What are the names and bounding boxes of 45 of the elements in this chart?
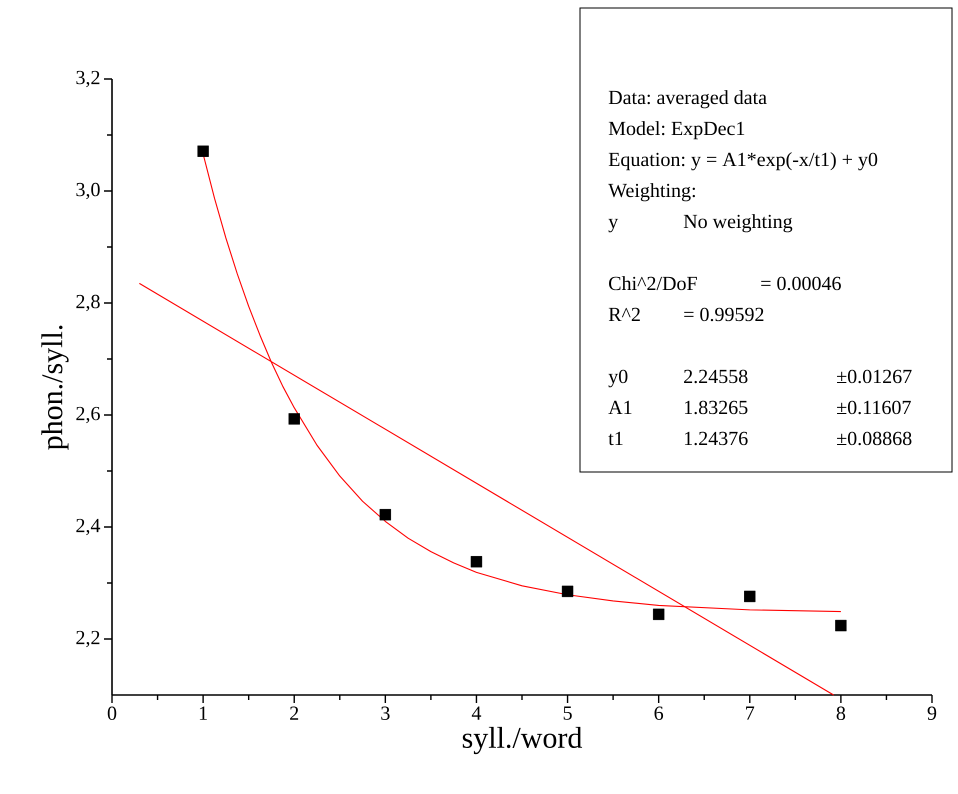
annotation: Model: ExpDec1 [608,121,744,140]
annotation: ±0.11607 [837,400,911,414]
annotation: Equation: y = A1*exp(-x/t1) + y0 [608,152,878,170]
point [835,620,847,632]
annotation: No weighting [684,214,792,232]
y-tick-label: 3,2 [76,70,100,88]
annotation: y [608,218,618,232]
y-axis-title: phon./syll. [41,326,69,450]
annotation: 1.24376 [684,432,748,446]
annotation: A1 [608,400,632,414]
point [744,590,756,602]
annotation: R^2 [608,308,640,321]
annotation: t1 [608,432,623,446]
point [288,413,300,425]
x-tick-label: 9 [928,706,936,720]
annotation: 1.83265 [684,400,748,414]
point [652,608,664,620]
x-tick-label: 7 [746,706,754,720]
y-tick-label: 2,6 [76,406,100,424]
annotation: = 0.99592 [684,308,764,322]
annotation: ±0.01267 [837,370,912,384]
y-tick-label: 3,0 [76,182,100,200]
x-tick-label: 0 [108,706,116,720]
annotation: = 0.00046 [761,276,841,290]
x-tick-label: 1 [200,706,207,720]
x-tick-label: 2 [290,706,298,720]
y-tick-label: 2,8 [76,294,100,312]
annotation: Weighting: [608,183,695,202]
point [470,556,482,568]
x-tick-label: 4 [472,706,482,720]
point [197,146,209,157]
annotation: y0 [608,370,628,388]
point [380,508,392,520]
annotation: Chi^2/DoF [609,276,697,290]
annotation: 2.24558 [684,370,748,384]
annotation: ±0.08868 [837,432,912,446]
x-axis-title: syll./word [462,726,582,754]
x-tick-label: 5 [564,706,572,720]
annotation: Data: averaged data [608,90,767,108]
x-tick-label: 8 [836,706,846,720]
y-tick-label: 2,4 [76,518,100,536]
x-tick-label: 3 [381,706,390,720]
y-tick-label: 2,2 [76,630,100,648]
point [562,586,574,598]
x-tick-label: 6 [654,706,664,720]
